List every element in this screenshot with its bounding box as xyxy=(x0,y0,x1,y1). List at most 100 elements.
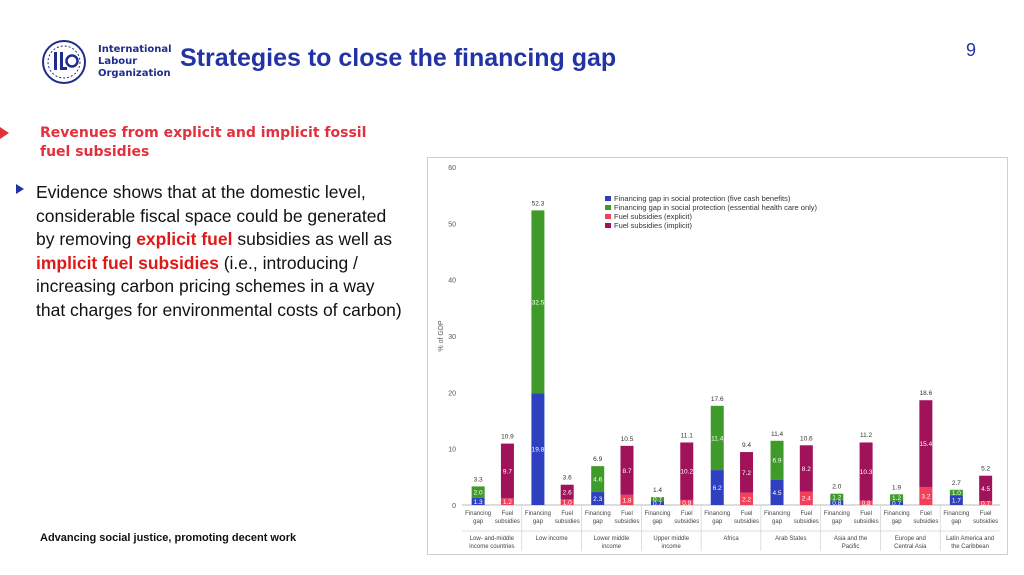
bar-category-label: subsidies xyxy=(614,519,639,525)
page-number: 9 xyxy=(966,40,977,60)
bar-category-label: gap xyxy=(772,519,783,525)
bar-segment-cash xyxy=(591,492,605,505)
bar-total-label: 6.9 xyxy=(593,456,602,463)
bar-total-label: 3.3 xyxy=(474,476,483,483)
bar-category-label: Financing xyxy=(465,511,491,517)
bar-segment-implicit xyxy=(740,452,754,493)
data-label-explicit: 0.7 xyxy=(981,501,990,508)
logo-line-1: International xyxy=(98,44,172,55)
bar-segment-health xyxy=(890,494,904,502)
y-axis-label: % of GDP xyxy=(438,320,445,351)
data-label-health: 4.6 xyxy=(593,477,602,484)
data-label-explicit: 0.9 xyxy=(682,500,691,507)
group-label: Europe and xyxy=(895,536,926,542)
bar-category-label: Financing xyxy=(704,511,730,517)
bar-category-label: gap xyxy=(593,519,604,525)
data-label-health: 2.0 xyxy=(474,490,483,497)
y-tick-label: 60 xyxy=(448,165,456,172)
data-label-cash: 1.7 xyxy=(952,498,961,505)
group-label: Africa xyxy=(723,536,739,542)
bar-category-label: Financing xyxy=(585,511,611,517)
y-tick-label: 30 xyxy=(448,334,456,341)
bar-segment-implicit xyxy=(919,400,933,487)
bar-category-label: subsidies xyxy=(734,519,759,525)
bar-total-label: 5.2 xyxy=(981,466,990,473)
y-tick-label: 20 xyxy=(448,390,456,397)
bar-segment-health xyxy=(650,497,664,502)
group-label: Central Asia xyxy=(894,544,927,550)
y-tick-label: 50 xyxy=(448,221,456,228)
legend-label: Fuel subsidies (implicit) xyxy=(614,221,692,230)
bar-total-label: 11.4 xyxy=(771,431,784,438)
bar-category-label: gap xyxy=(892,519,903,525)
bar-segment-implicit xyxy=(859,442,873,501)
group-label: Latin America and xyxy=(946,536,994,542)
bullet-text-part-3: (i.e., introducing / increasing carbon p… xyxy=(36,252,402,320)
bar-category-label: subsidies xyxy=(495,519,520,525)
slide-title: Strategies to close the financing gap xyxy=(180,44,617,72)
data-label-implicit: 9.7 xyxy=(503,468,512,475)
bar-segment-health xyxy=(949,489,963,496)
group-label: income countries xyxy=(469,544,514,550)
bar-category-label: subsidies xyxy=(913,519,938,525)
group-label: Upper middle xyxy=(653,536,689,542)
footer-tagline: Advancing social justice, promoting dece… xyxy=(40,532,297,544)
data-label-cash: 0.8 xyxy=(832,500,841,507)
bar-category-label: Fuel xyxy=(980,511,992,517)
data-label-explicit: 1.8 xyxy=(622,497,631,504)
bar-total-label: 10.9 xyxy=(501,434,514,441)
bar-category-label: gap xyxy=(832,519,843,525)
bar-total-label: 18.6 xyxy=(920,390,933,397)
data-label-health: 32.5 xyxy=(532,299,545,306)
bullet-text: Evidence shows that at the domestic leve… xyxy=(36,181,408,322)
data-label-implicit: 7.2 xyxy=(742,470,751,477)
legend-swatch xyxy=(605,196,611,201)
legend-swatch xyxy=(605,205,611,210)
bar-category-label: gap xyxy=(712,519,723,525)
bar-category-label: subsidies xyxy=(854,519,879,525)
bar-total-label: 11.2 xyxy=(860,432,873,439)
bar-total-label: 10.5 xyxy=(621,436,634,443)
data-label-implicit: 8.7 xyxy=(622,468,631,475)
bar-total-label: 17.6 xyxy=(711,396,724,403)
bar-category-label: subsidies xyxy=(973,519,998,525)
group-label: Pacific xyxy=(842,544,860,550)
subheading-arrow-icon xyxy=(0,127,9,139)
bar-segment-health xyxy=(710,405,724,471)
group-label: income xyxy=(602,544,622,550)
bar-category-label: subsidies xyxy=(794,519,819,525)
bar-segment-health xyxy=(830,493,844,501)
bar-segment-explicit xyxy=(979,501,993,505)
group-label: Low- and-middle xyxy=(470,536,515,542)
data-label-cash: 0.7 xyxy=(892,501,901,508)
group-label: Arab States xyxy=(775,536,806,542)
data-label-health: 0.7 xyxy=(653,497,662,504)
bar-segment-implicit xyxy=(500,443,514,499)
stacked-bar-chart: 0 10 20 30 40 50 60 % of GDP Financing gap in so… xyxy=(427,157,1008,555)
bullet-text-part-2: subsidies as well as xyxy=(232,229,392,249)
bar-category-label: Fuel xyxy=(502,511,514,517)
subheading: Revenues from explicit and implicit foss… xyxy=(40,125,367,160)
bar-segment-explicit xyxy=(560,499,574,505)
legend-label: Financing gap in social protection (five… xyxy=(614,194,791,203)
bullet-highlight-explicit: explicit fuel xyxy=(136,229,233,249)
data-label-explicit: 0.8 xyxy=(862,500,871,507)
bar-segment-cash xyxy=(890,501,904,505)
group-label: income xyxy=(662,544,682,550)
bar-segment-cash xyxy=(770,479,784,505)
bar-category-label: Fuel xyxy=(800,511,812,517)
data-label-health: 11.4 xyxy=(711,435,724,442)
group-label: the Caribbean xyxy=(951,544,989,550)
bar-category-label: subsidies xyxy=(674,519,699,525)
data-label-health: 1.2 xyxy=(892,495,901,502)
bar-category-label: Financing xyxy=(943,511,969,517)
bar-total-label: 2.7 xyxy=(952,480,961,487)
bar-segment-explicit xyxy=(859,500,873,505)
bar-segment-explicit xyxy=(500,498,514,505)
bar-segment-explicit xyxy=(680,499,694,505)
bar-category-label: gap xyxy=(652,519,663,525)
data-label-implicit: 15.4 xyxy=(920,441,933,448)
legend-label: Financing gap in social protection (esse… xyxy=(614,203,818,212)
bar-category-label: gap xyxy=(473,519,484,525)
data-label-implicit: 2.6 xyxy=(563,490,572,497)
